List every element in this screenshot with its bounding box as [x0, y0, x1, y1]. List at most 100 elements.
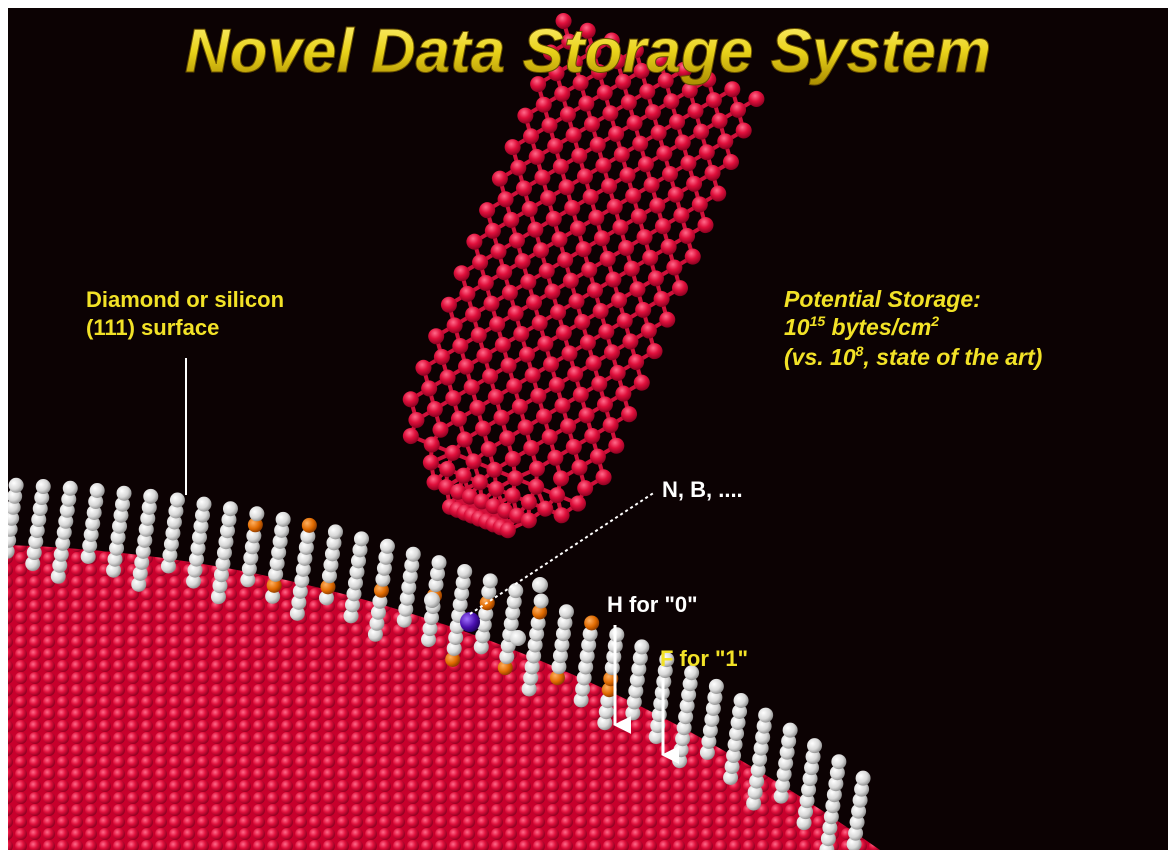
atom	[396, 612, 412, 628]
atom	[52, 557, 68, 573]
atom	[621, 406, 638, 423]
atom	[544, 283, 561, 300]
atom	[831, 754, 847, 770]
atom	[710, 185, 727, 202]
title: Novel Data Storage System	[185, 17, 991, 86]
atom	[675, 731, 691, 747]
atom	[534, 169, 551, 186]
atom	[681, 82, 698, 99]
atom	[244, 539, 260, 555]
atom	[555, 626, 571, 642]
atom	[747, 784, 763, 800]
atom	[327, 524, 343, 540]
atom	[536, 408, 553, 425]
atom	[456, 431, 473, 448]
atom	[554, 637, 570, 653]
atom	[673, 207, 690, 224]
atom	[591, 64, 608, 81]
atom	[629, 672, 645, 688]
atom	[353, 531, 369, 547]
atom	[476, 617, 492, 633]
atom	[532, 604, 548, 620]
atom	[249, 506, 265, 522]
atom	[445, 651, 461, 667]
atom	[160, 558, 176, 574]
atom	[483, 295, 500, 312]
atom	[592, 303, 609, 320]
atom	[517, 419, 534, 436]
atom	[501, 284, 518, 301]
atom	[849, 814, 865, 830]
atom	[59, 502, 75, 518]
atom	[531, 315, 548, 332]
atom	[477, 274, 494, 291]
atom	[628, 354, 645, 371]
atom	[609, 627, 625, 643]
atom	[527, 221, 544, 238]
atom	[653, 290, 670, 307]
atom	[508, 583, 524, 599]
atom	[851, 803, 867, 819]
atom	[735, 122, 752, 139]
atom	[704, 711, 720, 727]
text: (vs. 10	[784, 344, 856, 370]
atom	[497, 191, 514, 208]
atom	[402, 391, 419, 408]
atom	[564, 199, 581, 216]
atom	[748, 90, 765, 107]
atom	[320, 579, 336, 595]
atom	[662, 166, 679, 183]
atom	[422, 454, 439, 471]
atom	[484, 222, 501, 239]
atom	[654, 218, 671, 235]
atom	[698, 144, 715, 161]
storage-line: (vs. 108, state of the art)	[784, 343, 1042, 370]
atom	[585, 43, 602, 60]
atom	[352, 542, 368, 558]
atom	[398, 601, 414, 617]
atom	[615, 385, 632, 402]
atom	[576, 670, 592, 686]
atom	[369, 615, 385, 631]
atom	[724, 81, 741, 98]
atom	[569, 220, 586, 237]
atom	[711, 112, 728, 129]
atom	[583, 116, 600, 133]
atom	[213, 567, 229, 583]
atom	[297, 550, 313, 566]
atom	[53, 546, 69, 562]
atom	[55, 535, 71, 551]
storage-line: 1015 bytes/cm2	[784, 313, 939, 340]
atom	[83, 527, 99, 543]
atom	[216, 545, 232, 561]
atom	[89, 483, 105, 499]
atom	[699, 744, 715, 760]
atom	[269, 555, 285, 571]
atom	[750, 762, 766, 778]
atom	[798, 804, 814, 820]
atom	[625, 187, 642, 204]
atom	[608, 437, 625, 454]
atom	[681, 687, 697, 703]
atom	[672, 280, 689, 297]
atom	[470, 327, 487, 344]
atom	[591, 375, 608, 392]
atom	[271, 544, 287, 560]
atom	[465, 453, 482, 470]
atom	[623, 260, 640, 277]
dopant-label: N, B, ....	[662, 477, 743, 502]
atom	[496, 264, 513, 281]
atom	[131, 576, 147, 592]
atom	[444, 444, 461, 461]
atom	[433, 348, 450, 365]
atom	[642, 249, 659, 266]
atom	[268, 566, 284, 582]
atom	[219, 523, 235, 539]
atom	[578, 659, 594, 675]
atom	[568, 293, 585, 310]
surface-atoms	[8, 477, 871, 850]
atom	[594, 230, 611, 247]
atom	[463, 379, 480, 396]
atom	[609, 53, 626, 70]
